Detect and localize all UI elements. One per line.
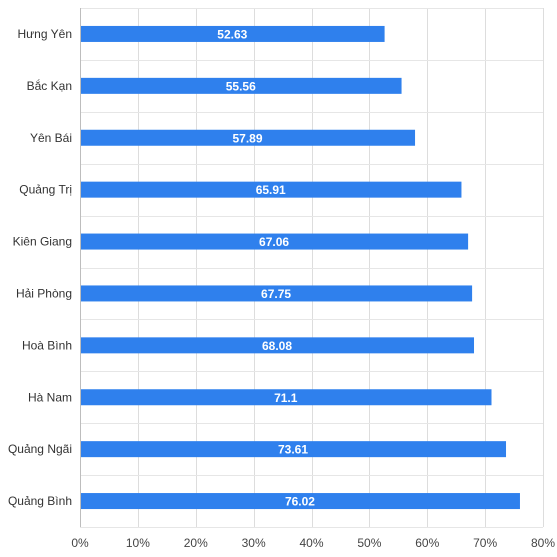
x-tick-label: 20%	[184, 536, 208, 550]
category-label: Quảng Trị	[19, 183, 72, 197]
labels-layer: Hưng Yên 52.63 Bắc Kạn 55.56 Yên Bái 57.89 Quả…	[8, 27, 315, 509]
axis-layer: 0% 10% 20% 30% 40% 50% 60% 70% 80%	[71, 8, 555, 550]
data-label: 67.06	[259, 235, 289, 249]
category-label: Quảng Bình	[8, 494, 72, 508]
data-label: 57.89	[233, 131, 263, 145]
x-tick-label: 40%	[299, 536, 323, 550]
category-label: Hà Nam	[28, 390, 72, 404]
bar[interactable]	[80, 233, 469, 250]
x-tick-label: 70%	[473, 536, 497, 550]
category-label: Kiên Giang	[13, 235, 72, 249]
data-label: 55.56	[226, 79, 256, 93]
x-tick-label: 0%	[71, 536, 89, 550]
category-label: Yên Bái	[30, 131, 72, 145]
category-label: Hải Phòng	[16, 286, 72, 300]
bar[interactable]	[80, 389, 492, 406]
category-label: Hoà Bình	[22, 338, 72, 352]
grid-layer	[80, 8, 544, 528]
bar[interactable]	[80, 77, 402, 94]
bars-layer	[80, 25, 520, 510]
x-tick-label: 10%	[126, 536, 150, 550]
x-tick-label: 30%	[242, 536, 266, 550]
data-label: 76.02	[285, 495, 315, 509]
x-tick-label: 50%	[357, 536, 381, 550]
x-tick-label: 60%	[415, 536, 439, 550]
x-tick-label: 80%	[531, 536, 555, 550]
bar[interactable]	[80, 337, 475, 354]
data-label: 67.75	[261, 287, 291, 301]
category-label: Quảng Ngãi	[8, 442, 72, 456]
category-label: Hưng Yên	[17, 27, 72, 41]
bar[interactable]	[80, 441, 507, 458]
data-label: 73.61	[278, 443, 308, 457]
data-label: 52.63	[217, 27, 247, 41]
data-label: 71.1	[274, 391, 298, 405]
bar[interactable]	[80, 129, 416, 146]
data-label: 68.08	[262, 339, 292, 353]
data-label: 65.91	[256, 183, 286, 197]
bar[interactable]	[80, 493, 520, 510]
bar[interactable]	[80, 181, 462, 198]
category-label: Bắc Kạn	[27, 78, 72, 93]
bar[interactable]	[80, 25, 385, 42]
bar[interactable]	[80, 285, 473, 302]
